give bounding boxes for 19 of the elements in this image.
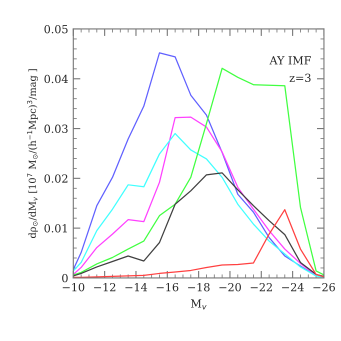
x-tick-label: −20 (219, 282, 241, 292)
x-tick-label: −12 (94, 282, 116, 292)
x-tick-label: −18 (188, 282, 210, 292)
annotation: AY IMF (269, 56, 311, 64)
x-tick-label: −24 (282, 282, 304, 292)
x-tick-label: −10 (62, 282, 84, 292)
y-tick-label: 0 (62, 274, 68, 282)
y-tick-label: 0.05 (44, 24, 68, 34)
x-tick-label: −22 (250, 282, 272, 292)
x-tick-label: −16 (156, 282, 178, 292)
x-tick-label: −14 (125, 282, 148, 292)
text: dρ$_{⊙}$/dM$_{v}$ [10$^{7}$ M$_{⊙}$/(h$^{−1}$Mpc)$^{3}$/mag ] (27, 69, 38, 238)
x-tick-label: −26 (313, 282, 335, 292)
annotation: z=3 (290, 74, 311, 82)
y-tick-label: 0.01 (44, 224, 67, 233)
y-tick-label: 0.03 (44, 124, 68, 133)
y-tick-label: 0.04 (44, 74, 68, 84)
y-tick-label: 0.02 (44, 174, 68, 183)
x-axis-title: M$_{v}$ (190, 299, 207, 310)
